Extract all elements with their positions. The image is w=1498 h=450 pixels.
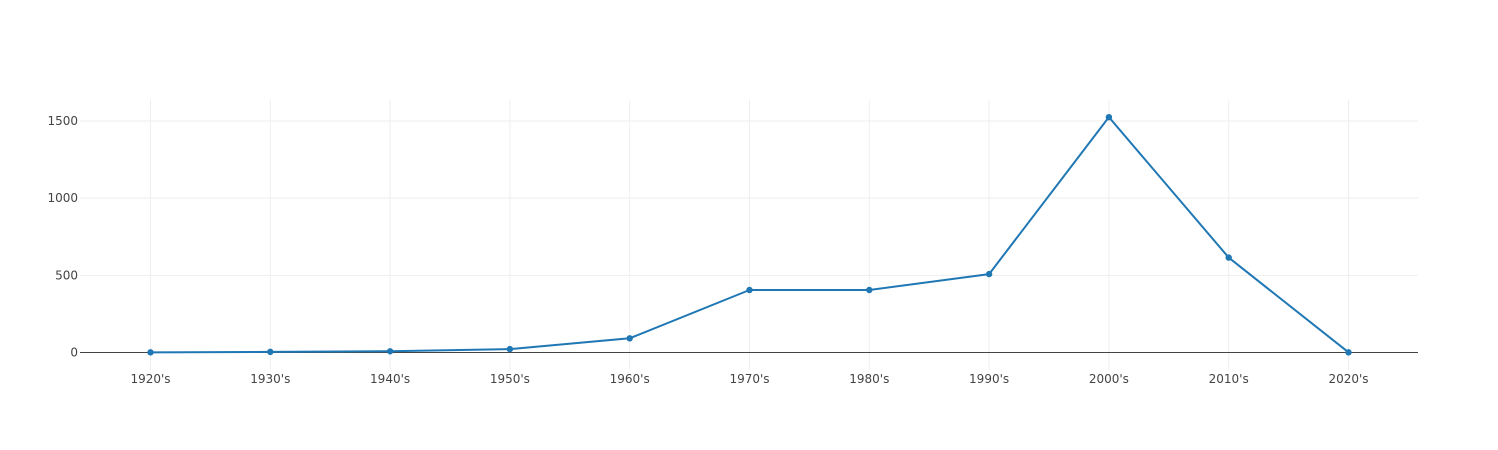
y-tick-label: 500 [55, 268, 78, 282]
data-point [267, 348, 274, 356]
y-tick-label: 0 [70, 346, 78, 360]
x-tick-label: 1940's [370, 372, 410, 386]
x-tick-label: 2000's [1089, 372, 1129, 386]
data-point [147, 349, 154, 356]
data-point [985, 270, 993, 278]
grid-layer [80, 100, 1418, 370]
y-tick-label: 1000 [47, 191, 78, 205]
x-tick-label: 1970's [729, 372, 769, 386]
data-point [1345, 349, 1352, 356]
axis-layer: 0 500 1000 1500 1920's 1930's 1940's 1950's 1960… [47, 114, 1368, 386]
data-point [626, 335, 633, 342]
series-layer [147, 113, 1352, 356]
x-tick-label: 1960's [610, 372, 650, 386]
x-tick-label: 2020's [1328, 372, 1368, 386]
data-point [386, 348, 394, 355]
x-tick-label: 1920's [130, 372, 170, 386]
x-tick-label: 1980's [849, 372, 889, 386]
x-tick-label: 1950's [490, 372, 530, 386]
data-point [746, 286, 753, 294]
data-point [506, 345, 514, 353]
y-tick-label: 1500 [47, 114, 78, 128]
x-tick-label: 1930's [250, 372, 290, 386]
x-tick-label: 1990's [969, 372, 1009, 386]
data-point [866, 286, 873, 294]
x-tick-label: 2010's [1209, 372, 1249, 386]
data-point [1225, 254, 1232, 261]
data-point [1105, 113, 1113, 121]
